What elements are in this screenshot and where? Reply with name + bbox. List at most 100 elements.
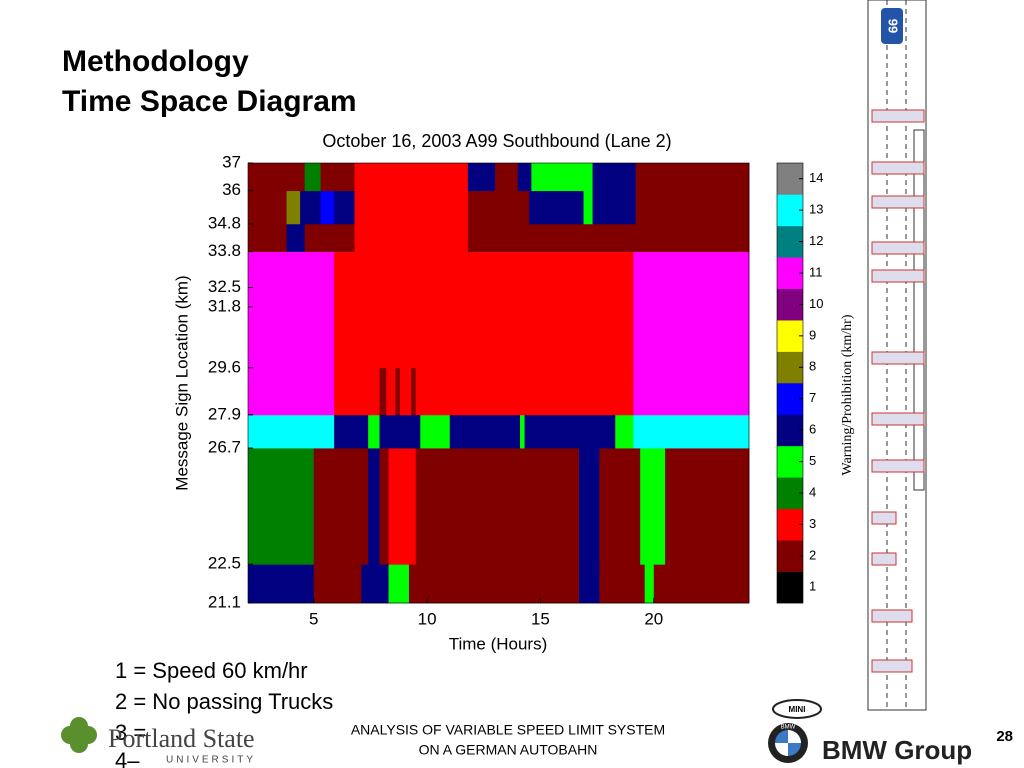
heat-cell [334, 367, 380, 416]
heat-cell [248, 163, 306, 192]
x-tick-label: 20 [644, 609, 663, 628]
gantry [871, 195, 925, 209]
x-tick-label: 5 [309, 609, 318, 628]
colorbar-tick-label: 14 [809, 170, 823, 185]
y-tick-label: 21.1 [208, 592, 241, 611]
colorbar-cell [777, 320, 803, 352]
heat-cell [313, 448, 369, 565]
heat-cell [248, 251, 335, 369]
y-tick-label: 31.8 [208, 296, 241, 315]
colorbar-tick-label: 8 [809, 359, 816, 374]
colorbar-tick-label: 12 [809, 233, 823, 248]
heat-cell [354, 163, 469, 192]
heat-cell [517, 163, 532, 192]
colorbar-tick-label: 13 [809, 202, 823, 217]
y-tick-label: 37 [222, 152, 241, 171]
heat-cell [320, 163, 355, 192]
heat-cell [388, 448, 417, 565]
heat-cell [399, 367, 412, 416]
heat-cell [520, 414, 525, 449]
heat-cell [286, 223, 306, 252]
heat-cell [599, 448, 641, 565]
bmw-logo: MINI BMW BMW Group [768, 699, 972, 765]
colorbar-frame [776, 162, 804, 604]
psu-logo: Portland State UNIVERSITY [61, 717, 256, 766]
heat-cell [248, 367, 335, 416]
logo-text: MINI [789, 705, 806, 714]
heat-cell [334, 251, 634, 369]
y-tick-label: 22.5 [208, 554, 241, 573]
heat-cell [531, 163, 593, 192]
heat-cell [599, 564, 646, 604]
colorbar-cell [777, 414, 803, 447]
heat-cell [388, 564, 410, 604]
heat-cell [467, 163, 496, 192]
heat-cell [592, 190, 637, 225]
gantry [871, 609, 913, 623]
heat-cell [633, 367, 750, 416]
page-number: 28 [996, 728, 1013, 745]
y-tick-label: 27.9 [208, 404, 241, 423]
colorbar-cell [777, 225, 803, 258]
colorbar-cell [777, 477, 803, 510]
colorbar-label: Warning/Prohibition (km/hr) [840, 314, 855, 475]
heat-cell [334, 414, 369, 449]
gantry [871, 511, 897, 525]
heat-cell [354, 190, 469, 225]
gantry [871, 269, 925, 283]
heat-cell [665, 448, 750, 565]
gantry [871, 351, 925, 365]
heat-cell [635, 163, 750, 192]
heat-cell [415, 367, 634, 416]
heat-cell [420, 414, 451, 449]
heat-cell [368, 448, 380, 565]
road-diagram: 99 [867, 0, 927, 711]
heat-cell [386, 367, 396, 416]
heat-cell [368, 414, 380, 449]
logo-text: UNIVERSITY [166, 755, 256, 766]
heat-cell [524, 414, 616, 449]
heat-cell [644, 564, 655, 604]
colorbar-tick-label: 1 [809, 579, 816, 594]
colorbar-tick-label: 5 [809, 453, 816, 468]
y-tick-label: 34.8 [208, 213, 241, 232]
y-tick-label: 26.7 [208, 438, 241, 457]
heat-cell [495, 163, 519, 192]
colorbar-cell [777, 351, 803, 384]
heat-cell [653, 564, 750, 604]
footer-text: ANALYSIS OF VARIABLE SPEED LIMIT SYSTEM [351, 722, 665, 738]
colorbar-cell [777, 257, 803, 290]
colorbar-cell [777, 508, 803, 541]
heat-cell [313, 564, 362, 604]
logo-text: Portland State [108, 724, 255, 753]
note: 2 = No passing Trucks [115, 689, 333, 714]
colorbar-cell [777, 383, 803, 415]
route-sign [881, 8, 903, 44]
plot-frame [247, 162, 750, 604]
chart-title: October 16, 2003 A99 Southbound (Lane 2) [322, 131, 671, 151]
colorbar-tick-label: 6 [809, 422, 816, 437]
logo-text: BMW Group [822, 735, 972, 765]
colorbar-cell [777, 445, 803, 478]
heat-cell [529, 190, 584, 225]
heat-cell [248, 414, 335, 449]
heat-cell [415, 448, 580, 565]
gantry [871, 161, 925, 175]
heat-cell [578, 448, 600, 565]
heat-cell [449, 414, 521, 449]
heat-cell [304, 223, 355, 252]
heat-cell [379, 448, 389, 565]
gantry [871, 459, 925, 473]
logo-leaf [70, 717, 88, 735]
heat-cell [635, 190, 750, 225]
bmw-roundel [775, 730, 801, 756]
hatched-lane [913, 129, 925, 491]
heat-cell [248, 564, 315, 604]
colorbar-tick-label: 2 [809, 547, 816, 562]
heat-cell [467, 223, 750, 252]
y-axis-label: Message Sign Location (km) [172, 275, 191, 490]
gantry [871, 659, 913, 673]
colorbar-cell [777, 540, 803, 572]
